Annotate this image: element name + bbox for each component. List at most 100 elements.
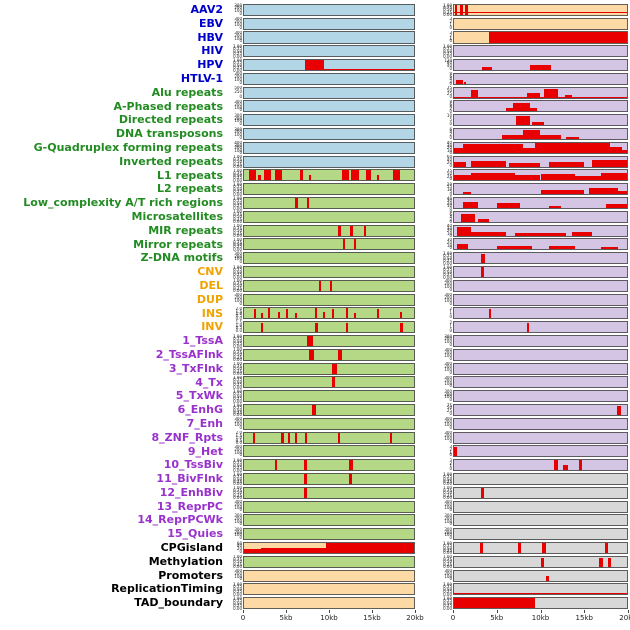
left-track-panel (243, 3, 415, 16)
y-tick-label: 1.00 (233, 403, 242, 408)
y-tick-label: 0.25 (233, 230, 242, 236)
left-y-axis-ticks: 300 200 100 0 (228, 127, 243, 141)
left-y-axis-ticks: 1.00 0.75 0.50 0.25 0.00 (228, 555, 243, 569)
y-tick-label: 300 (234, 16, 242, 22)
y-tick-label: 1.00 (443, 251, 452, 256)
y-tick-label: 0 (449, 383, 452, 389)
signal-mark (460, 4, 463, 15)
signal-mark (481, 66, 493, 71)
left-y-axis-ticks: 300 200 100 0 (228, 113, 243, 127)
y-tick-label: 1.00 (233, 168, 242, 174)
signal-mark (376, 174, 380, 181)
column-gap (415, 169, 440, 183)
signal-mark (325, 542, 414, 553)
left-track-panel (243, 597, 415, 610)
track-row: Methylation 1.00 0.75 0.50 0.25 0.00 1.00 0.75 0… (0, 555, 630, 569)
signal-mark (488, 308, 492, 319)
y-tick-label: 0.75 (443, 487, 452, 493)
y-tick-label: 300 (234, 3, 242, 8)
signal-mark (606, 203, 627, 209)
y-tick-label: 300 (234, 527, 242, 532)
y-tick-label: 0.00 (443, 53, 452, 59)
signal-mark (306, 198, 310, 209)
right-y-axis-ticks: 75 50 25 0 (440, 169, 453, 183)
y-tick-label: 50 (446, 405, 452, 411)
track-row: HIV 1.00 0.75 0.50 0.25 0.00 1.00 0.75 0.50 0.25 0… (0, 44, 630, 58)
y-tick-label: 0.00 (443, 12, 452, 17)
y-tick-label: 200 (444, 336, 452, 342)
y-tick-label: 0.25 (233, 341, 242, 347)
signal-mark (267, 308, 270, 319)
left-y-axis-ticks: 300 200 100 0 (228, 293, 243, 307)
y-tick-label: 100 (444, 421, 452, 427)
signal-mark (454, 97, 627, 98)
signal-mark (514, 175, 541, 181)
right-y-axis-ticks: 300 200 100 0 (440, 431, 453, 445)
y-tick-label: 0 (449, 328, 452, 334)
signal-mark (523, 147, 536, 153)
y-tick-label: 1.00 (233, 582, 242, 587)
y-tick-label: 200 (234, 529, 242, 535)
track-label: L2 repeats (157, 182, 223, 196)
y-tick-label: 2 (449, 446, 452, 452)
right-y-axis-ticks: 300 200 100 0 (440, 293, 453, 307)
y-tick-label: 0.25 (443, 479, 452, 484)
left-y-axis-ticks: 1.00 0.75 0.50 0.25 0.00 (228, 389, 243, 403)
y-tick-label: 0 (239, 535, 242, 541)
track-row: AAV2 300 200 100 0 1.00 0.75 0.50 0.25 0.00 (0, 3, 630, 17)
y-tick-label: 0.00 (233, 191, 242, 197)
signal-mark (457, 227, 472, 236)
column-gap (415, 513, 440, 527)
y-tick-label: 300 (234, 513, 242, 518)
y-tick-label: 300 (444, 375, 452, 381)
y-tick-label: 400 (234, 140, 242, 146)
track-label: CPGisland (160, 541, 223, 555)
y-tick-label: 200 (234, 129, 242, 135)
y-tick-label: 200 (444, 501, 452, 507)
y-tick-label: 8 (449, 71, 452, 77)
left-y-axis-ticks: 1.00 0.75 0.50 0.25 0.00 (228, 210, 243, 224)
track-label: Low_complexity A/T rich regions (23, 196, 223, 210)
y-tick-label: 50 (446, 88, 452, 94)
signal-mark (244, 548, 261, 553)
y-tick-label: 0 (239, 576, 242, 582)
column-gap (415, 279, 440, 293)
y-tick-label: 300 (444, 347, 452, 353)
left-track-panel (243, 417, 415, 430)
y-tick-label: 0.00 (443, 495, 452, 500)
y-tick-label: 3 (449, 458, 452, 463)
y-tick-label: 200 (234, 115, 242, 121)
y-tick-label: 0.25 (443, 589, 452, 595)
signal-mark (457, 244, 468, 250)
right-y-axis-ticks: 1.00 0.75 0.50 0.25 0.00 (440, 541, 453, 555)
y-tick-label: 0.50 (233, 200, 242, 206)
y-tick-label: 300 (234, 113, 242, 118)
y-tick-label: 0.25 (233, 161, 242, 167)
y-tick-label: 300 (444, 389, 452, 394)
y-tick-label: 0 (239, 134, 242, 140)
y-tick-label: 1 (449, 310, 452, 316)
signal-mark (601, 172, 627, 181)
left-track-panel (243, 59, 415, 72)
y-tick-label: 0 (239, 93, 242, 99)
y-tick-label: 30 (446, 237, 452, 243)
track-row: 15_Quies 300 200 100 0 300 200 100 0 (0, 527, 630, 541)
track-row: DUP 300 200 100 0 300 200 100 0 (0, 293, 630, 307)
y-tick-label: 0.50 (233, 241, 242, 247)
right-track-panel (453, 597, 628, 610)
track-label: Mirror repeats (133, 237, 223, 251)
y-tick-label: 1.00 (233, 596, 242, 601)
left-y-axis-ticks: 1.00 0.75 0.50 0.25 0.00 (228, 238, 243, 252)
y-tick-label: 4 (449, 104, 452, 110)
signal-mark (261, 313, 264, 319)
left-track-panel (243, 459, 415, 472)
left-y-axis-ticks: 400 300 200 100 0 (228, 141, 243, 155)
track-row: 8_ZNF_Rpts 2.0 1.5 1.0 0.5 0.0 300 200 100 0 (0, 431, 630, 445)
track-label: CNV (197, 265, 223, 279)
y-tick-label: 0.50 (233, 269, 242, 275)
y-tick-label: 0.5 (235, 313, 242, 319)
y-tick-label: 0.50 (233, 48, 242, 54)
column-gap (415, 348, 440, 362)
y-tick-label: 0 (239, 259, 242, 265)
